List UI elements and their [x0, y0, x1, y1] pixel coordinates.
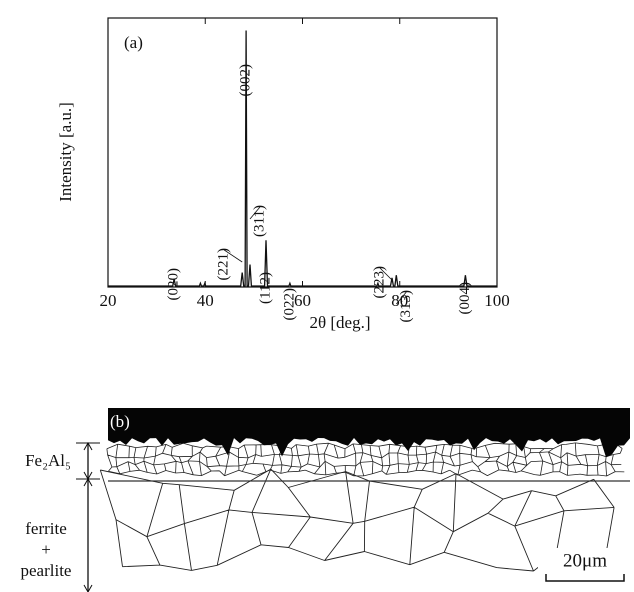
leader-line: [223, 249, 243, 263]
leader-line: [379, 267, 393, 281]
x-tick-label: 20: [100, 291, 117, 310]
layer-label: pearlite: [21, 561, 72, 580]
scale-bar: [545, 574, 625, 582]
peak-label: (112): [257, 272, 273, 304]
layer-label: ferrite: [25, 519, 67, 538]
micrograph: [99, 408, 630, 592]
grain-boundaries: [99, 468, 615, 572]
arrow-head: [83, 584, 93, 592]
arrow-head: [83, 441, 93, 451]
peak-label: (002): [238, 64, 254, 97]
plot-frame: [107, 17, 498, 288]
micrograph-label: (b): [110, 412, 130, 431]
panel-label: (a): [124, 33, 143, 52]
x-axis-label: 2θ [deg.]: [309, 313, 370, 332]
grain-boundaries: [106, 442, 625, 477]
peak-label: (313): [398, 290, 414, 323]
peak-label: (223): [371, 266, 387, 299]
peak-label: (022): [281, 288, 297, 321]
peak-label: (311): [251, 205, 267, 237]
layer-label: +: [41, 540, 51, 559]
coating-layer: [108, 408, 630, 458]
x-tick-label: 100: [484, 291, 510, 310]
x-tick-label: 60: [294, 291, 311, 310]
scale-bar-label: 20μm: [563, 550, 607, 571]
peak-label: (020): [166, 268, 182, 301]
peak-label: (221): [216, 248, 232, 281]
y-axis-label: Intensity [a.u.]: [56, 102, 75, 202]
peak-label: (004): [457, 282, 473, 315]
x-tick-label: 40: [197, 291, 214, 310]
spectrum-line: [108, 30, 497, 287]
leader-line: [249, 206, 261, 220]
layer-label: Fe₂Al₅: [25, 451, 71, 470]
arrow-head: [83, 477, 93, 487]
leader-line: [396, 291, 407, 305]
